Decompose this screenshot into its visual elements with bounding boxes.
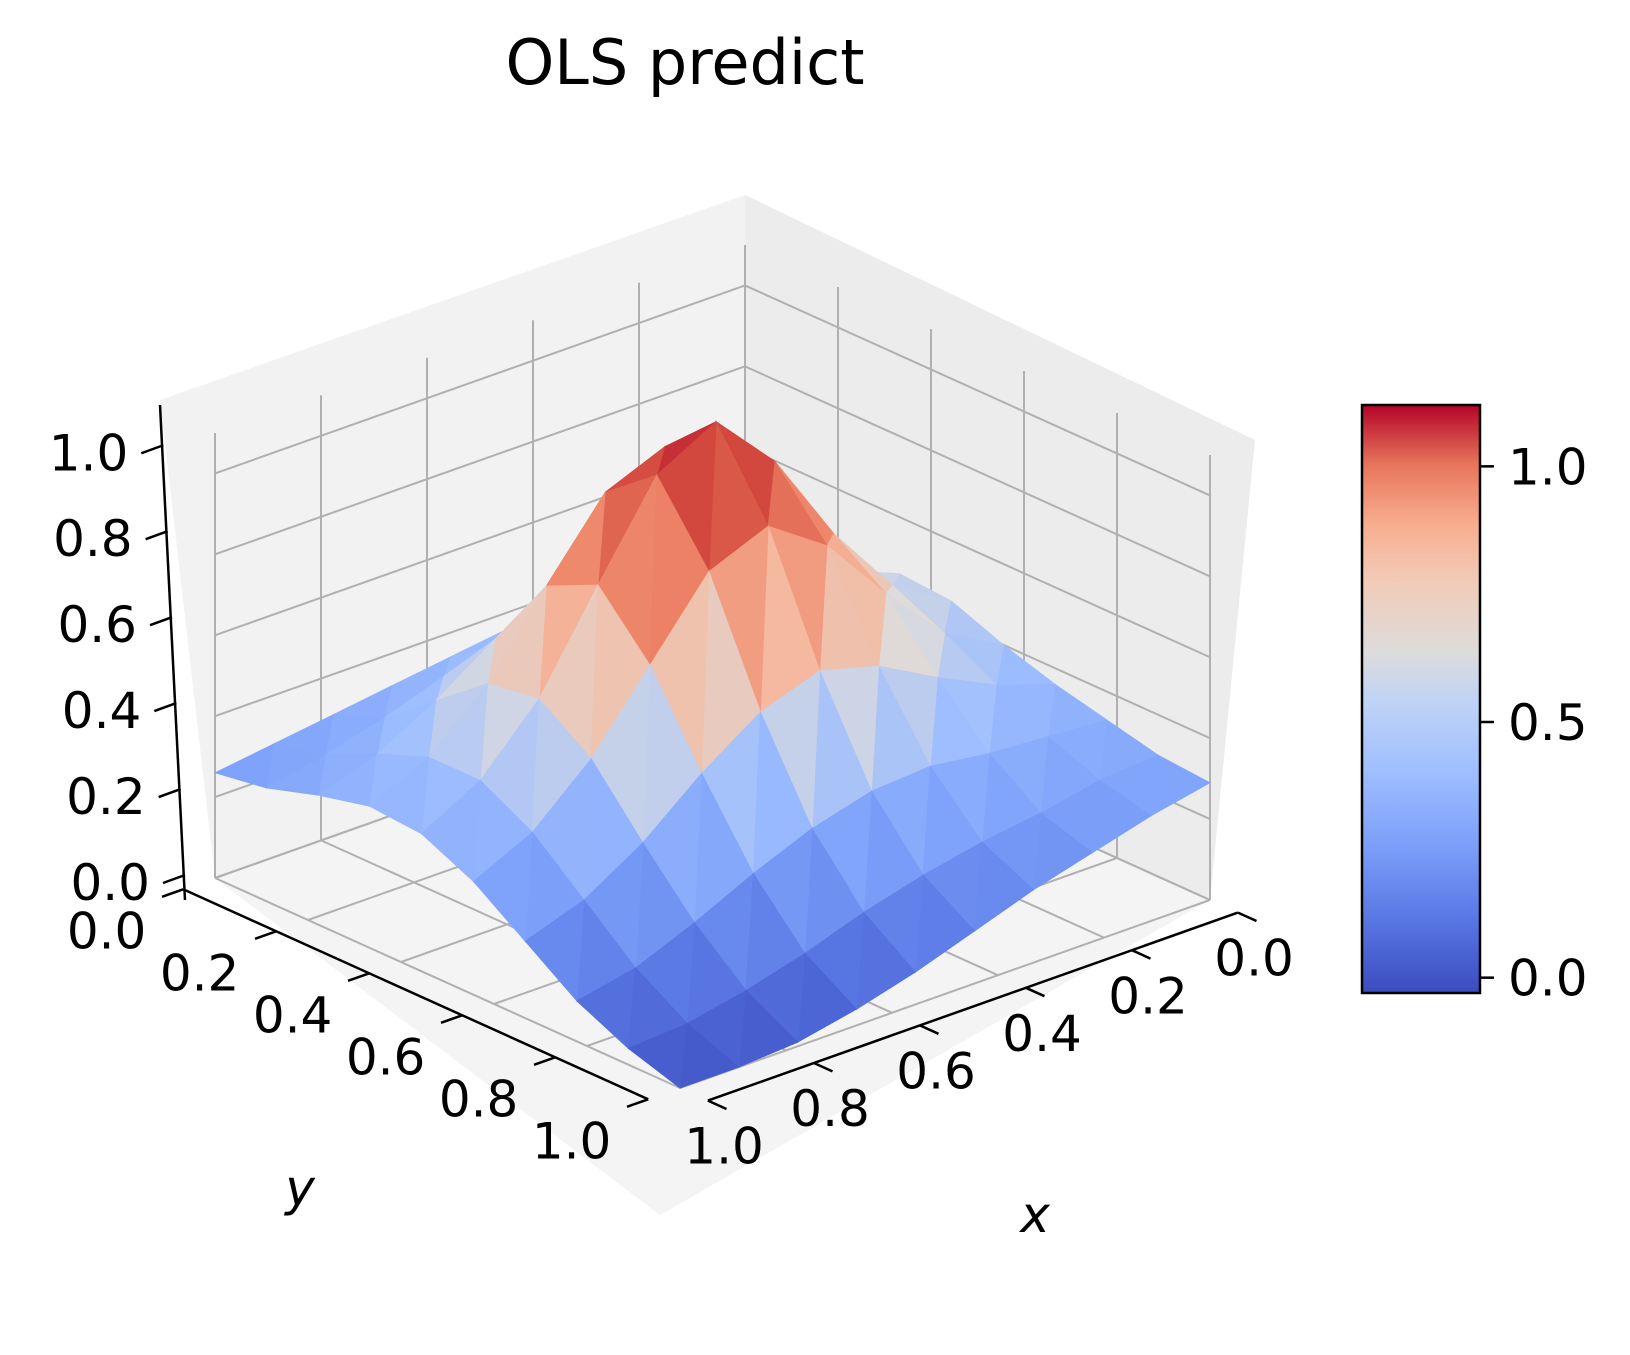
y-tick-label: 0.4 — [1002, 1005, 1082, 1063]
y-tick-label: 0.0 — [1214, 930, 1294, 988]
z-tick-label: 0.0 — [70, 854, 150, 912]
x-tick-label: 0.0 — [67, 903, 147, 961]
colorbar-tick-label: 0.0 — [1508, 950, 1588, 1008]
floor-grid-line — [679, 899, 1211, 1089]
y-tick — [919, 1024, 940, 1035]
axes-group — [158, 404, 1239, 1102]
z-tick — [153, 701, 177, 713]
z-tick-label: 0.2 — [66, 768, 146, 826]
surface-facet — [627, 1022, 688, 1089]
y-tick — [707, 1099, 728, 1111]
wall-grid-line — [214, 365, 746, 556]
y-tick-label: 1.0 — [684, 1118, 764, 1176]
x-axis-line — [182, 888, 649, 1101]
surface-facet — [472, 831, 533, 943]
x-tick-label: 0.2 — [160, 945, 240, 1003]
x-tick — [626, 1098, 649, 1108]
z-tick — [158, 787, 182, 799]
x-tick — [347, 972, 370, 982]
y-tick — [813, 1061, 834, 1073]
x-tick — [533, 1056, 556, 1066]
x-axis-label: x — [1018, 1186, 1050, 1244]
z-tick-label: 0.8 — [53, 510, 133, 568]
surface-facet — [369, 756, 430, 835]
surface-facet — [213, 743, 275, 789]
z-tick-label: 1.0 — [49, 424, 129, 482]
y-tick — [1025, 986, 1046, 998]
y-tick — [1237, 911, 1258, 923]
ticks-group: 0.00.20.40.60.81.00.00.20.40.60.81.00.00… — [49, 424, 1294, 1175]
y-tick-label: 0.2 — [1108, 967, 1188, 1025]
x-tick-label: 0.8 — [439, 1071, 519, 1129]
surface-group — [213, 420, 1211, 1089]
wall-grid-line — [744, 446, 1211, 659]
x-tick-label: 0.6 — [346, 1029, 426, 1087]
x-tick-label: 0.4 — [253, 987, 333, 1045]
y-tick-label: 0.6 — [896, 1043, 976, 1101]
surface-facet — [265, 754, 326, 796]
wall-grid-line — [744, 365, 1211, 578]
x-tick — [440, 1014, 463, 1024]
z-tick — [140, 444, 164, 455]
x-tick — [254, 930, 277, 940]
wall-grid-line — [744, 284, 1211, 497]
y-axis-label: y — [283, 1159, 316, 1217]
y-tick — [1131, 949, 1152, 960]
surface-facet — [1091, 779, 1152, 854]
wall-grid-line — [214, 284, 746, 475]
z-tick — [162, 873, 186, 885]
z-tick — [145, 530, 169, 541]
colorbar-tick-label: 0.5 — [1508, 694, 1588, 752]
y-tick-label: 0.8 — [790, 1080, 870, 1138]
x-tick-label: 1.0 — [532, 1113, 612, 1171]
surface-facet — [524, 899, 585, 1002]
z-axis-line — [158, 404, 187, 901]
z-tick-label: 0.6 — [57, 596, 137, 654]
surface-facet — [974, 841, 1035, 932]
colorbar — [1360, 403, 1482, 995]
x-tick — [161, 888, 184, 898]
y-axis-line — [707, 911, 1239, 1102]
colorbar-tick-label: 1.0 — [1508, 438, 1588, 496]
chart-title: OLS predict — [505, 26, 864, 99]
colorbar-ticks: 0.0 0.5 1.0 — [1480, 438, 1588, 1008]
z-tick — [149, 615, 173, 627]
z-tick-label: 0.4 — [62, 682, 142, 740]
floor-grid-line — [214, 877, 681, 1089]
